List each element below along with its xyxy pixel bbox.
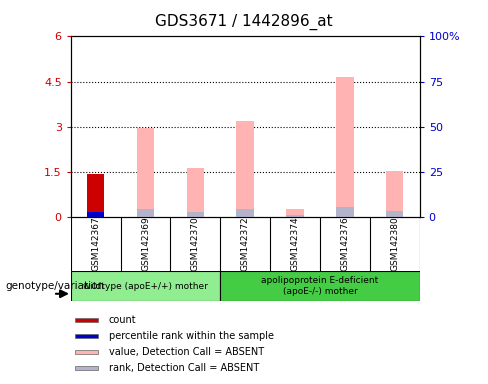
Bar [186, 212, 204, 217]
Text: GSM142374: GSM142374 [290, 217, 300, 271]
Bar [237, 121, 254, 217]
Bar [87, 212, 104, 217]
Text: rank, Detection Call = ABSENT: rank, Detection Call = ABSENT [109, 364, 259, 374]
Bar [87, 174, 104, 217]
FancyBboxPatch shape [71, 271, 220, 301]
Text: apolipoprotein E-deficient
(apoE-/-) mother: apolipoprotein E-deficient (apoE-/-) mot… [262, 276, 379, 296]
Bar [237, 209, 254, 217]
Text: GSM142380: GSM142380 [390, 217, 399, 271]
Text: count: count [109, 315, 137, 325]
Text: GSM142367: GSM142367 [91, 217, 100, 271]
Bar [286, 209, 304, 217]
Text: genotype/variation: genotype/variation [5, 281, 104, 291]
Bar [75, 318, 99, 322]
Bar [186, 168, 204, 217]
Bar [386, 211, 404, 217]
Bar [336, 207, 354, 217]
FancyBboxPatch shape [220, 271, 420, 301]
Text: GSM142372: GSM142372 [241, 217, 250, 271]
Text: GSM142376: GSM142376 [341, 217, 349, 271]
Bar [75, 334, 99, 338]
Text: GSM142370: GSM142370 [191, 217, 200, 271]
Bar [75, 366, 99, 371]
Bar [137, 209, 154, 217]
Text: percentile rank within the sample: percentile rank within the sample [109, 331, 274, 341]
Bar [75, 351, 99, 354]
Bar [286, 215, 304, 217]
Text: wildtype (apoE+/+) mother: wildtype (apoE+/+) mother [83, 281, 208, 291]
Text: GDS3671 / 1442896_at: GDS3671 / 1442896_at [155, 13, 333, 30]
Text: value, Detection Call = ABSENT: value, Detection Call = ABSENT [109, 348, 264, 358]
Bar [336, 77, 354, 217]
Bar [386, 171, 404, 217]
Text: GSM142369: GSM142369 [141, 217, 150, 271]
Bar [137, 128, 154, 217]
